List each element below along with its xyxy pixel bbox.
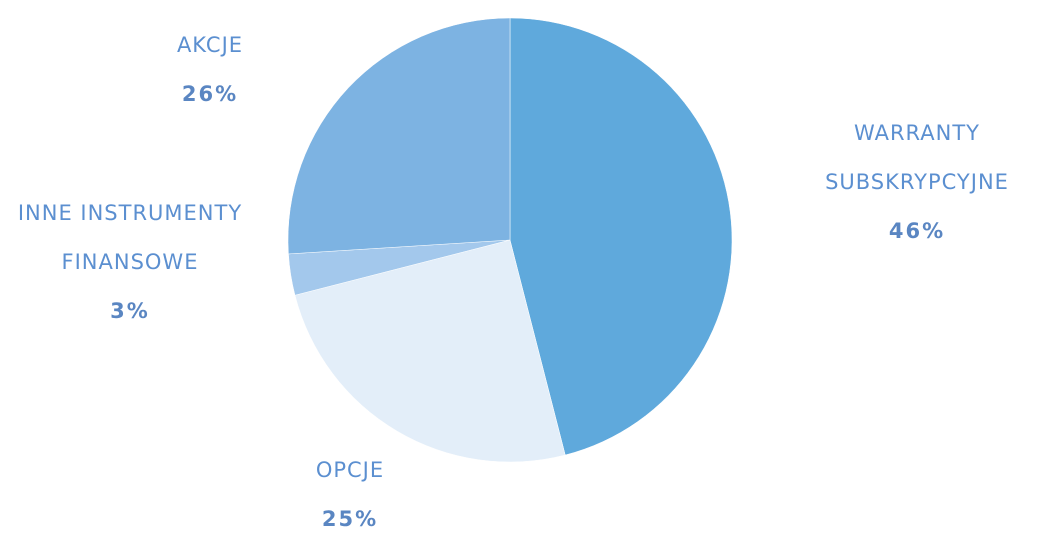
value-label: 46% [888, 219, 946, 243]
category-label: WARRANTY SUBSKRYPCYJNE [825, 121, 1009, 194]
pie-slice [509, 17, 733, 456]
chart: WARRANTY SUBSKRYPCYJNE 46% OPCJE 25% INNE IN… [10, 17, 1040, 531]
value-label: 26% [181, 82, 239, 106]
pie [287, 17, 733, 463]
pie-slice [287, 17, 511, 255]
category-label: INNE INSTRUMENTY FINANSOWE [17, 201, 243, 274]
slice-label: OPCJE 25% [250, 446, 450, 544]
value-label: 3% [110, 299, 150, 323]
category-label: OPCJE [315, 458, 385, 482]
pie-slice [294, 239, 566, 463]
category-label: AKCJE [176, 33, 244, 57]
slice-label: INNE INSTRUMENTY FINANSOWE 3% [10, 189, 250, 336]
slice-label: WARRANTY SUBSKRYPCYJNE 46% [787, 109, 1040, 256]
value-label: 25% [321, 507, 379, 531]
slice-label: AKCJE 26% [110, 21, 310, 119]
